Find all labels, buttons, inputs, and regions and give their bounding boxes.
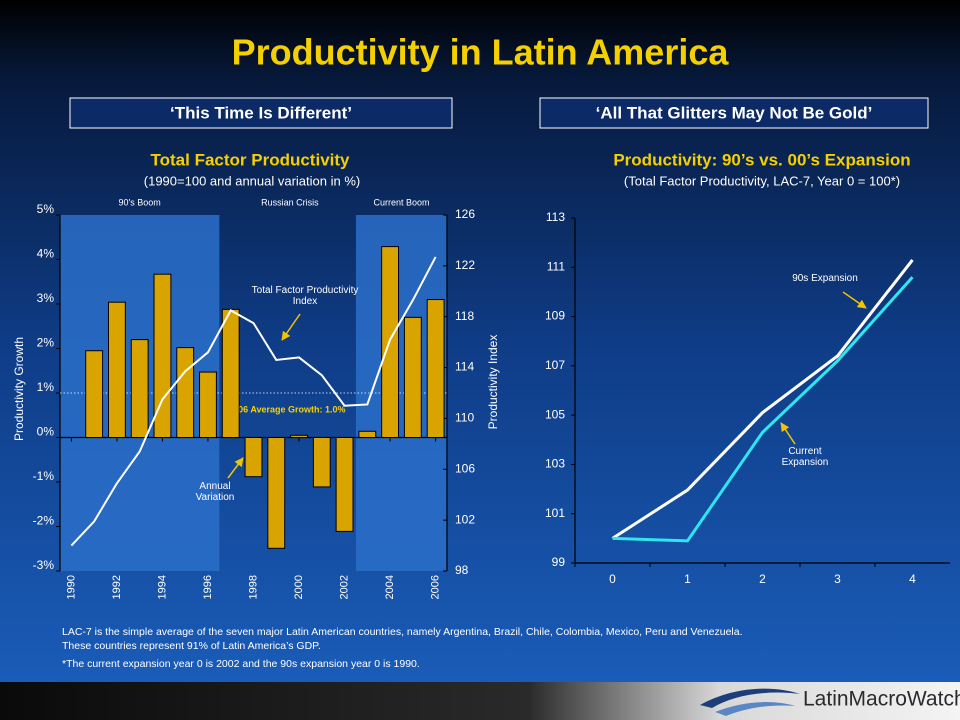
series-line: [612, 276, 914, 543]
average-label: 90-06 Average Growth: 1.0%: [225, 404, 345, 414]
annotation-arrow: [227, 457, 244, 479]
x-tick-label: 2: [759, 572, 766, 586]
logo-icon: [700, 688, 800, 716]
bar: [153, 273, 172, 438]
bar: [426, 299, 445, 438]
bar: [403, 316, 422, 439]
y2-tick-label: 98: [455, 563, 469, 577]
bar: [312, 437, 331, 488]
y-tick-label: 103: [545, 457, 565, 471]
y-tick-label: -3%: [33, 558, 55, 572]
series-label: 90s Expansion: [792, 273, 858, 284]
x-tick-label: 1: [684, 572, 691, 586]
x-tick-label: 1990: [65, 575, 77, 599]
series-label-box: 90s Expansion: [792, 273, 858, 284]
bar: [267, 437, 286, 549]
bar-annotation-box: Annual Variation: [195, 481, 235, 503]
x-tick-label: 4: [909, 572, 916, 586]
y2-tick-label: 106: [455, 461, 475, 475]
y-tick-label: 107: [545, 358, 565, 372]
x-tick-label: 2002: [338, 575, 350, 599]
chart-title: Total Factor Productivity: [151, 150, 351, 169]
header-box: [69, 97, 453, 129]
x-tick-label: 1994: [156, 575, 168, 599]
index-line: [70, 256, 437, 547]
bar: [85, 350, 104, 439]
y-tick-label: 101: [545, 506, 565, 520]
bar: [107, 301, 126, 438]
y2-tick-label: 114: [455, 360, 474, 374]
y2-axis-label: Productivity Index: [486, 335, 500, 430]
x-tick-label: 3: [834, 572, 841, 586]
bar: [221, 308, 240, 438]
y2-tick-label: 110: [455, 411, 474, 425]
slide-title: Productivity in Latin America: [232, 32, 730, 73]
x-tick-label: 2004: [384, 575, 396, 599]
y2-tick-label: 122: [455, 258, 475, 272]
line-annotation: Total Factor Productivity Index: [251, 285, 359, 307]
bar: [199, 371, 217, 438]
y-tick-label: 99: [552, 555, 566, 569]
footnote: These countries represent 91% of Latin A…: [62, 640, 321, 652]
footnote: LAC-7 is the simple average of the seven…: [62, 626, 743, 638]
footnote: *The current expansion year 0 is 2002 an…: [62, 658, 420, 670]
series-line: [611, 258, 914, 540]
y-tick-label: -2%: [33, 514, 55, 528]
footer-band: [0, 682, 960, 720]
y-tick-label: 5%: [37, 202, 55, 216]
x-tick-label: 1996: [202, 575, 214, 599]
annotation-arrow: [281, 313, 301, 341]
y-axis-label: Productivity Growth: [12, 337, 26, 441]
header-box: [539, 97, 929, 129]
chart-title: Productivity: 90’s vs. 00’s Expansion: [613, 150, 910, 169]
y2-tick-label: 118: [455, 309, 474, 323]
y-tick-label: 4%: [37, 247, 55, 261]
y-tick-label: 113: [546, 210, 565, 224]
x-tick-label: 0: [609, 572, 616, 586]
series-label: Current Expansion: [781, 446, 829, 468]
y2-tick-label: 126: [455, 207, 475, 221]
y-tick-label: 3%: [37, 291, 55, 305]
x-tick-label: 2000: [293, 575, 305, 599]
period-label: Current Boom: [373, 197, 429, 207]
series-label-box: Current Expansion: [781, 446, 829, 468]
bar-annotation: Annual Variation: [195, 481, 235, 503]
y-tick-label: 0%: [37, 425, 55, 439]
x-tick-label: 1992: [111, 575, 123, 599]
bar: [358, 430, 377, 438]
annotation-arrow: [842, 291, 867, 309]
y-tick-label: 111: [547, 259, 566, 273]
annotation-arrow: [780, 422, 796, 445]
period-label: Russian Crisis: [261, 197, 319, 207]
chart-subtitle: (1990=100 and annual variation in %): [144, 173, 360, 188]
bar: [290, 434, 308, 438]
bar: [176, 347, 195, 438]
line-annotation-box: Total Factor Productivity Index: [251, 285, 359, 307]
left-header: ‘This Time Is Different’: [170, 103, 352, 122]
bar: [130, 339, 149, 439]
y-tick-label: 109: [545, 309, 565, 323]
chart-subtitle: (Total Factor Productivity, LAC-7, Year …: [624, 173, 900, 188]
x-tick-label: 1998: [247, 575, 259, 599]
y-tick-label: 1%: [37, 380, 55, 394]
bar: [335, 437, 354, 532]
y-tick-label: 2%: [37, 336, 55, 350]
y-tick-label: 105: [545, 407, 565, 421]
bar: [244, 437, 263, 478]
logo-text: LatinMacroWatch: [803, 688, 960, 711]
period-label: 90's Boom: [119, 197, 161, 207]
y2-tick-label: 102: [455, 512, 475, 526]
right-header: ‘All That Glitters May Not Be Gold’: [596, 103, 873, 122]
x-tick-label: 2006: [430, 575, 442, 599]
y-tick-label: -1%: [33, 469, 55, 483]
